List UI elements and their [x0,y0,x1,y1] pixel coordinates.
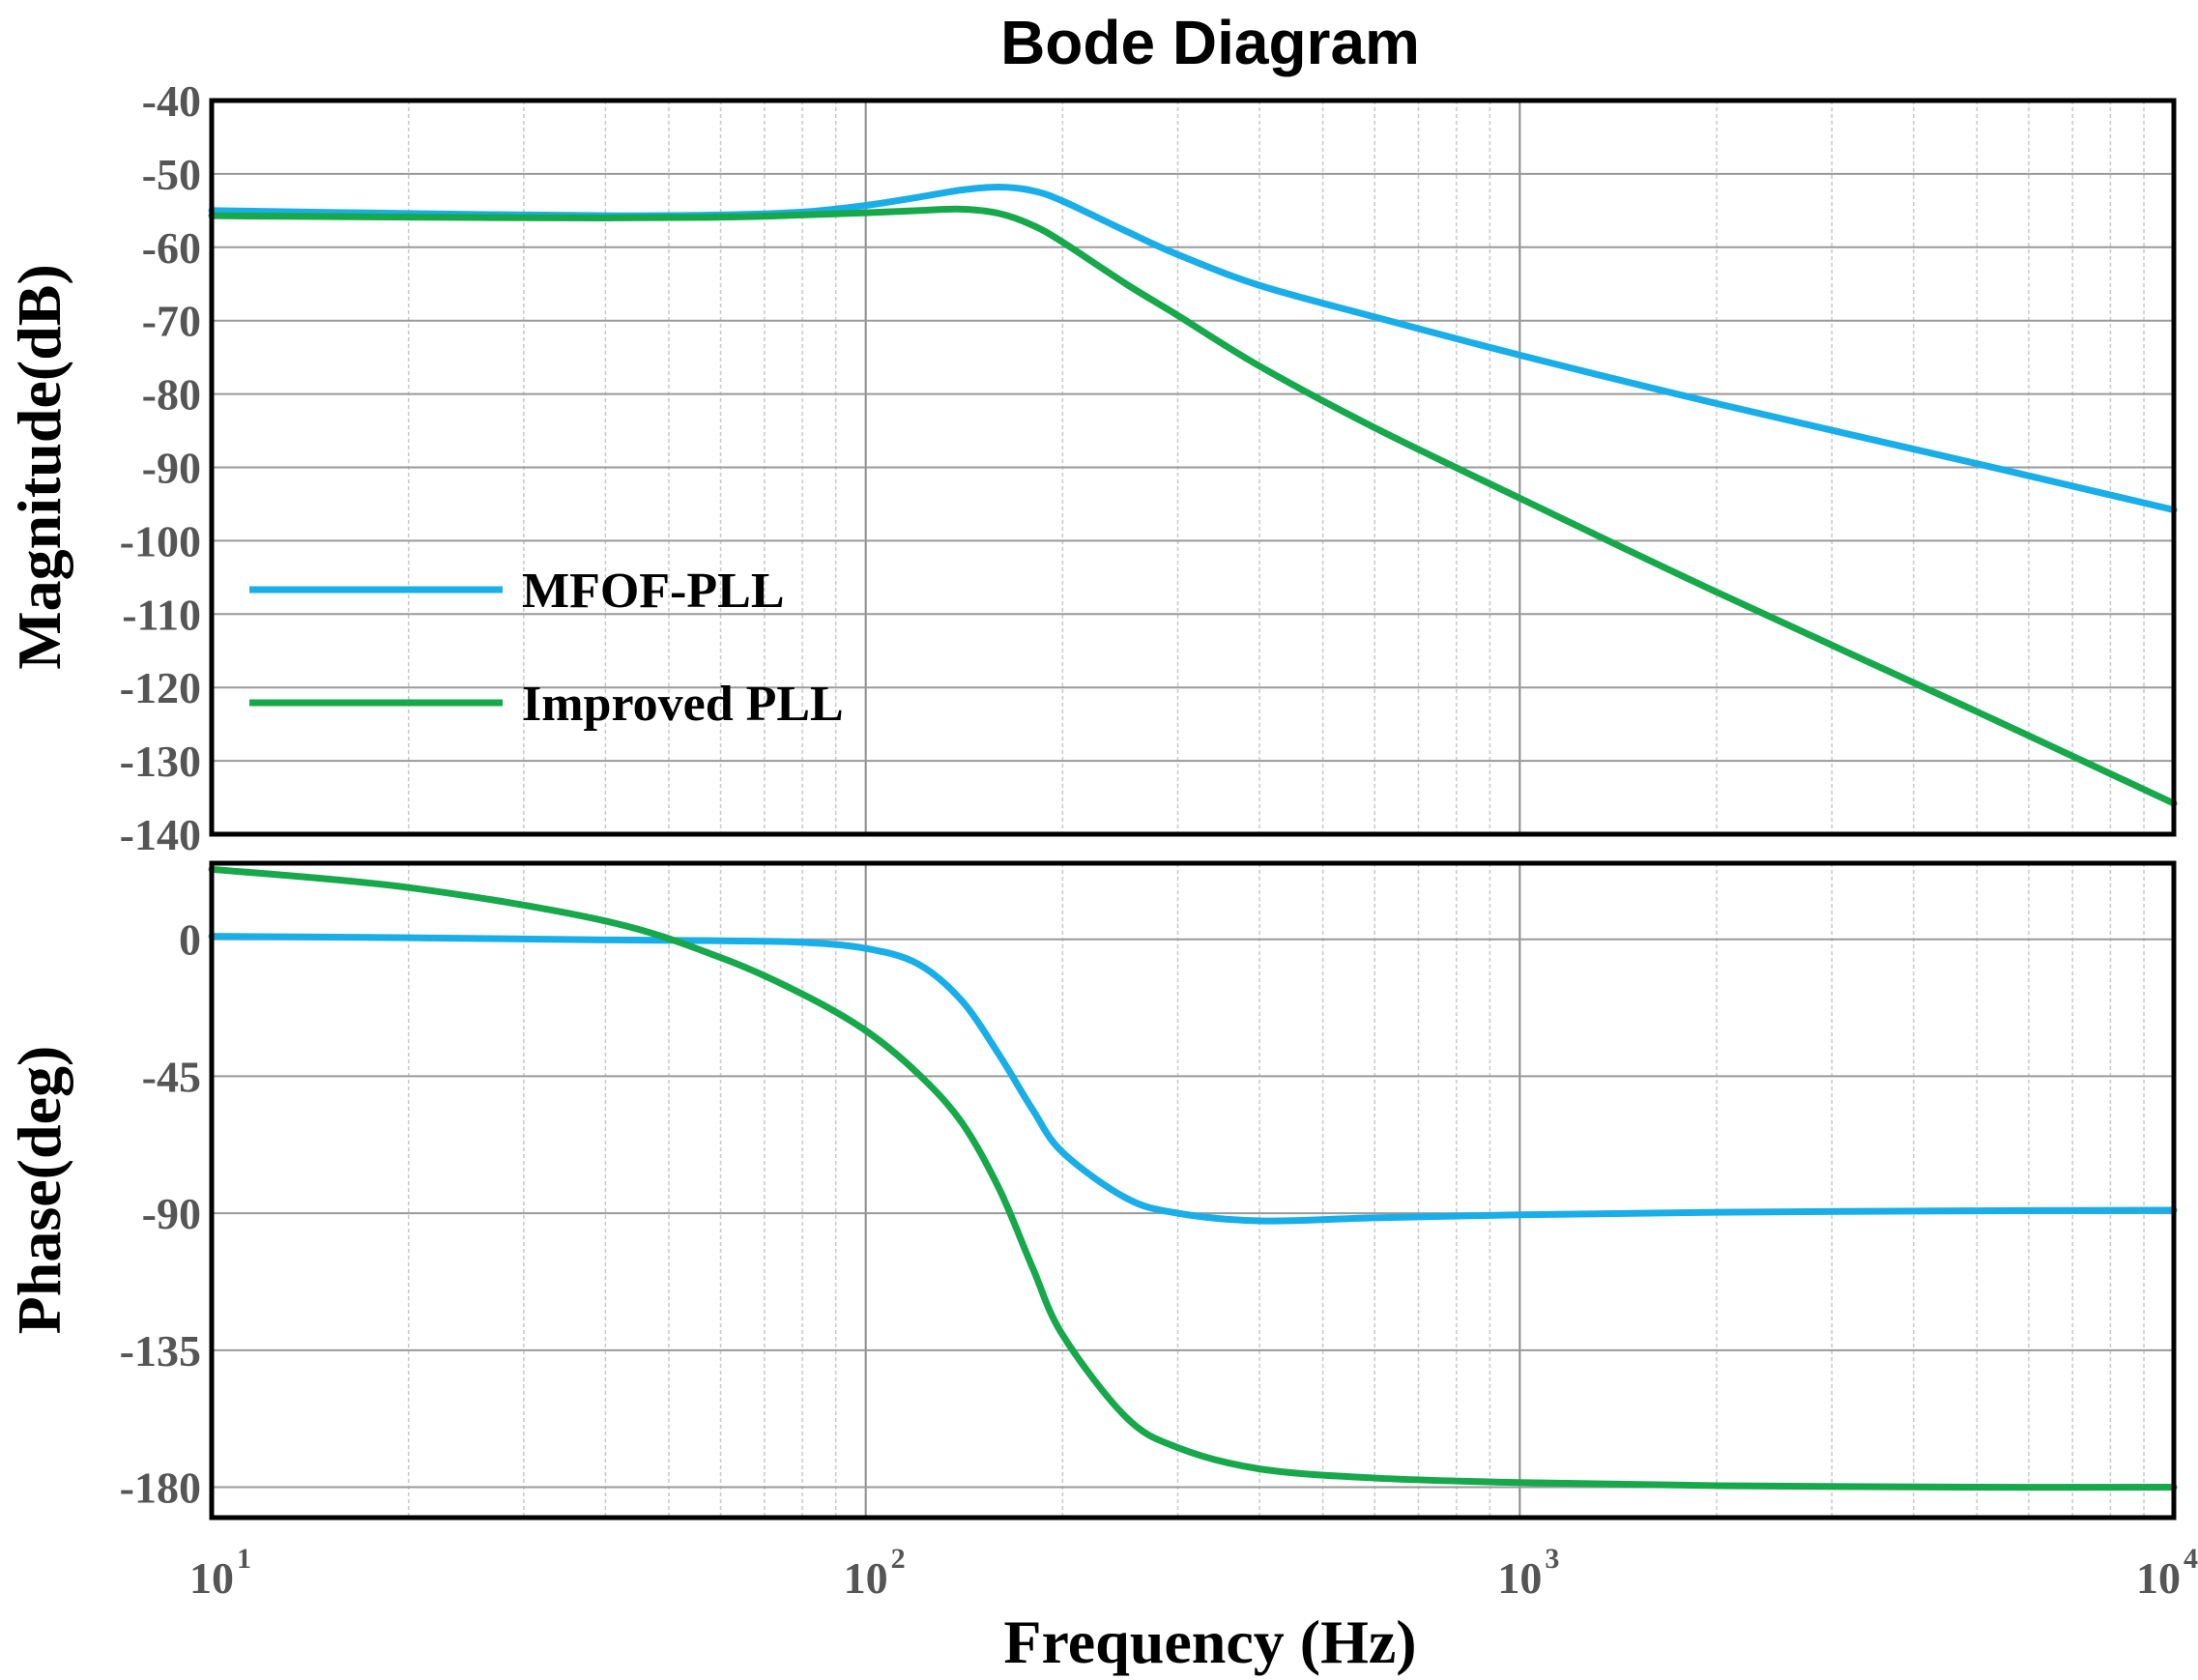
frequency-tick-labels: 10 1 10 2 10 3 10 4 [189,1543,2198,1603]
phase-line-improved-pll [208,865,2178,1492]
x-tick-label: 10 1 [189,1543,251,1603]
svg-text:3: 3 [1545,1543,1559,1575]
magnitude-grid [212,100,2174,835]
magnitude-plot-frame [209,98,2177,837]
phase-plot-frame [209,860,2177,1521]
y-tick-label: -120 [120,663,201,712]
y-tick-label: -180 [120,1463,201,1513]
svg-text:10: 10 [1497,1553,1542,1603]
svg-text:4: 4 [2184,1543,2198,1575]
x-tick-label: 10 2 [844,1543,906,1603]
legend-label-mfof-pll: MFOF-PLL [522,564,785,619]
legend-label-improved-pll: Improved PLL [522,677,844,732]
y-tick-label: -80 [142,370,201,420]
y-tick-label: -130 [120,737,201,786]
chart-title: Bode Diagram [1000,8,1420,77]
y-tick-label: -60 [142,223,201,273]
y-tick-label: -70 [142,297,201,346]
phase-series [208,865,2178,1492]
legend: MFOF-PLL Improved PLL [249,564,844,732]
y-tick-label: 0 [179,915,201,965]
magnitude-line-mfof-pll [208,184,2178,514]
x-tick-label: 10 4 [2136,1543,2198,1603]
svg-text:10: 10 [2136,1553,2181,1603]
phase-axis-label: Phase(deg) [5,1046,73,1335]
svg-text:10: 10 [189,1553,234,1603]
magnitude-series [208,184,2178,807]
y-tick-label: -100 [120,516,201,565]
phase-tick-labels: 0 -45 -90 -135 -180 [120,915,201,1513]
y-tick-label: -90 [142,444,201,493]
phase-grid [212,863,2174,1518]
y-tick-label: -140 [120,810,201,859]
y-tick-label: -110 [122,590,201,639]
magnitude-line-improved-pll [208,205,2178,807]
x-tick-label: 10 3 [1497,1543,1559,1603]
magnitude-tick-labels: -40 -50 -60 -70 -80 -90 -100 -110 -120 -130 -140 [120,76,201,859]
svg-text:1: 1 [237,1543,251,1575]
svg-text:2: 2 [891,1543,906,1575]
y-tick-label: -90 [142,1189,201,1238]
frequency-axis-label: Frequency (Hz) [1003,1608,1416,1676]
y-tick-label: -50 [142,150,201,199]
y-tick-label: -135 [120,1326,201,1376]
phase-line-mfof-pll [208,933,2178,1225]
magnitude-axis-label: Magnitude(dB) [5,264,73,670]
y-tick-label: -40 [142,76,201,126]
y-tick-label: -45 [142,1052,201,1101]
svg-text:10: 10 [844,1553,888,1603]
